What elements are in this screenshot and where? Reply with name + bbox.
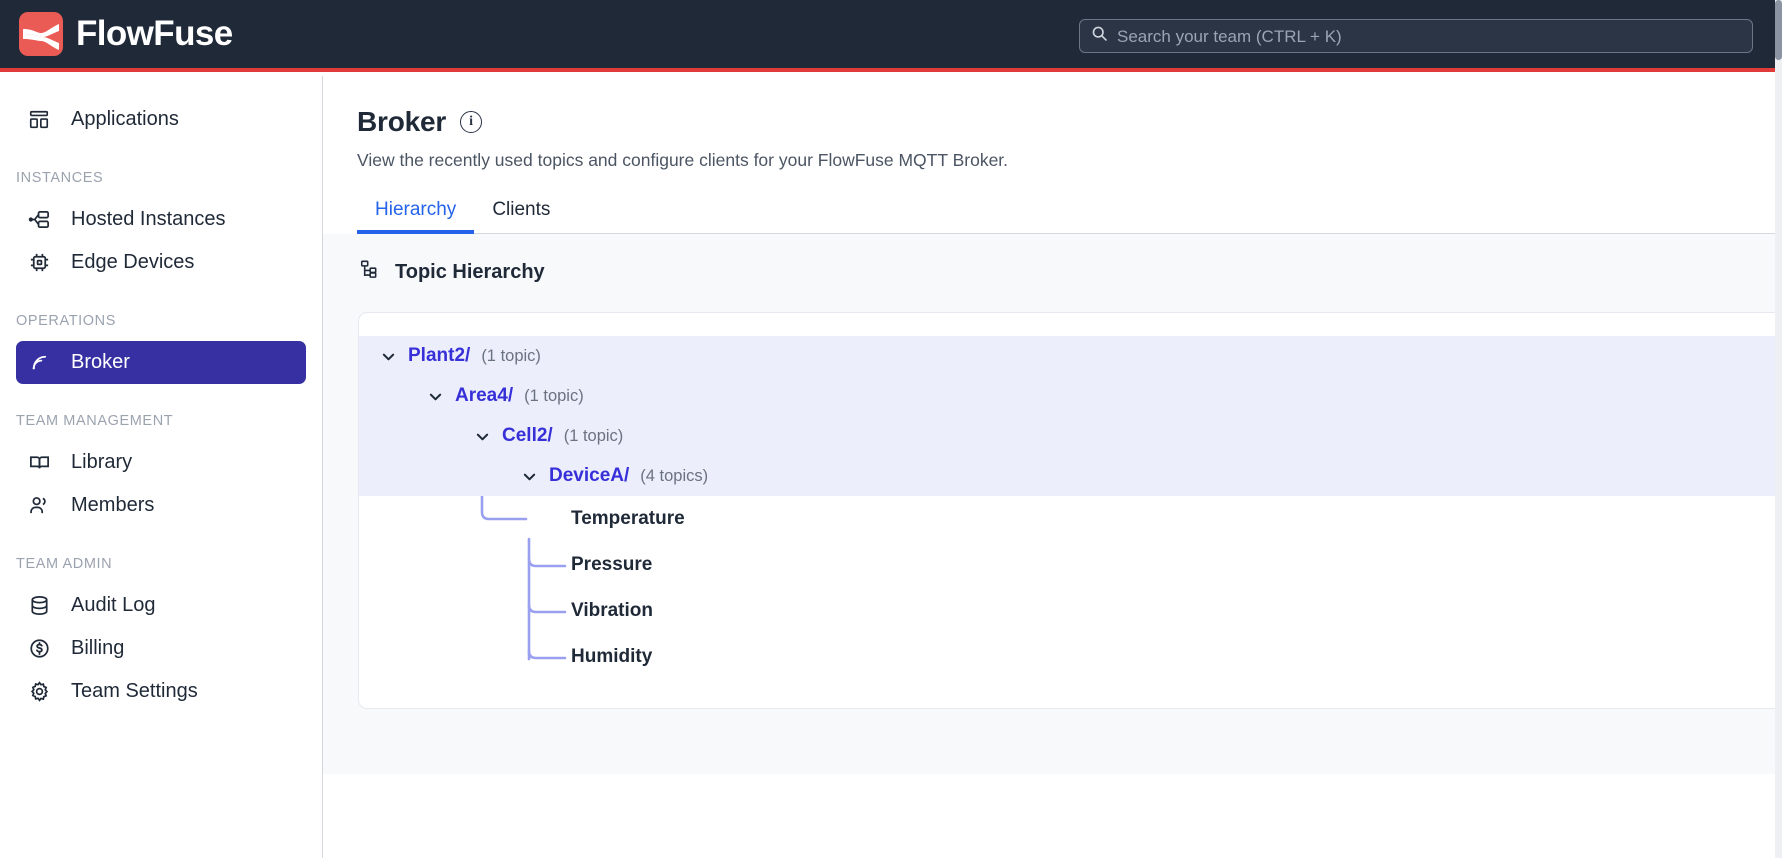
tree-row[interactable]: Vibration: [359, 588, 1781, 634]
library-icon: [26, 450, 52, 476]
section-title: Topic Hierarchy: [395, 261, 545, 283]
sidebar-nav: Applications INSTANCES Hosted Instances …: [0, 76, 323, 858]
brand-name: FlowFuse: [76, 14, 233, 53]
scrollbar-thumb[interactable]: [1775, 0, 1782, 60]
tree-leaf-label: Temperature: [571, 508, 685, 529]
page-scrollbar[interactable]: [1775, 0, 1782, 858]
tree-leaf-label: Vibration: [571, 600, 653, 621]
tab-bar: Hierarchy Clients: [357, 199, 1782, 234]
topic-hierarchy-card: Plant2/ (1 topic) Area4/ (1 topic) Cell2…: [358, 312, 1782, 709]
sidebar-section-team-admin: TEAM ADMIN: [16, 556, 113, 572]
tree-row[interactable]: Temperature: [359, 496, 1781, 542]
page-header: Broker i View the recently used topics a…: [323, 76, 1782, 171]
tree-node-label: Plant2/: [408, 345, 471, 366]
tree-node-count: (1 topic): [481, 346, 541, 365]
sidebar-item-label: Broker: [71, 351, 130, 373]
tab-clients[interactable]: Clients: [474, 199, 568, 233]
sidebar-item-label: Audit Log: [71, 594, 156, 616]
members-icon: [26, 493, 52, 519]
sidebar-item-label: Members: [71, 494, 155, 516]
tree-node-label: DeviceA/: [549, 465, 630, 486]
topic-tree: Plant2/ (1 topic) Area4/ (1 topic) Cell2…: [359, 336, 1781, 680]
page-title-row: Broker i: [357, 106, 1782, 138]
sidebar-item-label: Team Settings: [71, 680, 198, 702]
flowfuse-logo-mark: [19, 12, 63, 56]
tree-node-count: (4 topics): [640, 466, 709, 485]
page-title: Broker: [357, 106, 447, 137]
applications-icon: [26, 107, 52, 133]
sidebar-item-team-settings[interactable]: Team Settings: [16, 670, 306, 713]
sidebar-item-members[interactable]: Members: [16, 484, 306, 527]
edge-devices-icon: [26, 250, 52, 276]
sidebar-item-label: Edge Devices: [71, 251, 195, 273]
chevron-down-icon[interactable]: [521, 468, 538, 485]
tree-row[interactable]: Humidity: [359, 634, 1781, 680]
sidebar-item-billing[interactable]: Billing: [16, 627, 306, 670]
search-input[interactable]: Search your team (CTRL + K): [1079, 19, 1753, 53]
tree-row[interactable]: Plant2/ (1 topic): [359, 336, 1781, 376]
info-icon[interactable]: i: [460, 111, 483, 133]
sidebar-section-operations: OPERATIONS: [16, 313, 116, 329]
sidebar-item-label: Library: [71, 451, 133, 473]
broker-icon: [26, 350, 52, 376]
tree-leaf-label: Pressure: [571, 554, 653, 575]
sidebar-section-team-management: TEAM MANAGEMENT: [16, 413, 174, 429]
search-placeholder-text: Search your team (CTRL + K): [1117, 26, 1342, 46]
chevron-down-icon[interactable]: [427, 388, 444, 405]
topic-hierarchy-icon: [359, 259, 381, 286]
chevron-down-icon[interactable]: [380, 348, 397, 365]
sidebar-item-applications[interactable]: Applications: [16, 98, 306, 141]
billing-icon: [26, 636, 52, 662]
audit-log-icon: [26, 593, 52, 619]
tree-node-count: (1 topic): [563, 426, 624, 445]
chevron-down-icon[interactable]: [474, 428, 491, 445]
topic-hierarchy-section: Topic Hierarchy: [323, 234, 1782, 774]
sidebar-item-label: Hosted Instances: [71, 208, 226, 230]
sidebar-item-label: Applications: [71, 108, 179, 130]
sidebar-item-hosted-instances[interactable]: Hosted Instances: [16, 198, 306, 241]
tree-node-count: (1 topic): [524, 386, 584, 405]
tree-row[interactable]: Pressure: [359, 542, 1781, 588]
tree-row[interactable]: Area4/ (1 topic): [359, 376, 1781, 416]
search-icon: [1091, 25, 1108, 47]
tree-row[interactable]: Cell2/ (1 topic): [359, 416, 1781, 456]
tree-row[interactable]: DeviceA/ (4 topics): [359, 456, 1781, 496]
page-subtitle: View the recently used topics and config…: [357, 150, 1009, 170]
tree-node-label: Cell2/: [502, 425, 553, 446]
sidebar-item-audit-log[interactable]: Audit Log: [16, 584, 306, 627]
sidebar-item-library[interactable]: Library: [16, 441, 306, 484]
sidebar-item-edge-devices[interactable]: Edge Devices: [16, 241, 306, 284]
tree-leaf-label: Humidity: [571, 646, 653, 667]
tab-label: Clients: [492, 199, 551, 220]
sidebar-item-label: Billing: [71, 637, 125, 659]
tab-hierarchy[interactable]: Hierarchy: [357, 199, 475, 234]
top-header-bar: FlowFuse Search your team (CTRL + K): [0, 0, 1782, 72]
sidebar-section-instances: INSTANCES: [16, 170, 104, 186]
hosted-instances-icon: [26, 207, 52, 233]
team-settings-icon: [26, 679, 52, 705]
tree-node-label: Area4/: [455, 385, 514, 406]
main-content: Broker i View the recently used topics a…: [323, 76, 1782, 858]
section-header: Topic Hierarchy: [359, 259, 1782, 286]
sidebar-item-broker[interactable]: Broker: [16, 341, 306, 384]
tab-label: Hierarchy: [375, 199, 457, 220]
brand-logo[interactable]: FlowFuse: [19, 12, 233, 56]
